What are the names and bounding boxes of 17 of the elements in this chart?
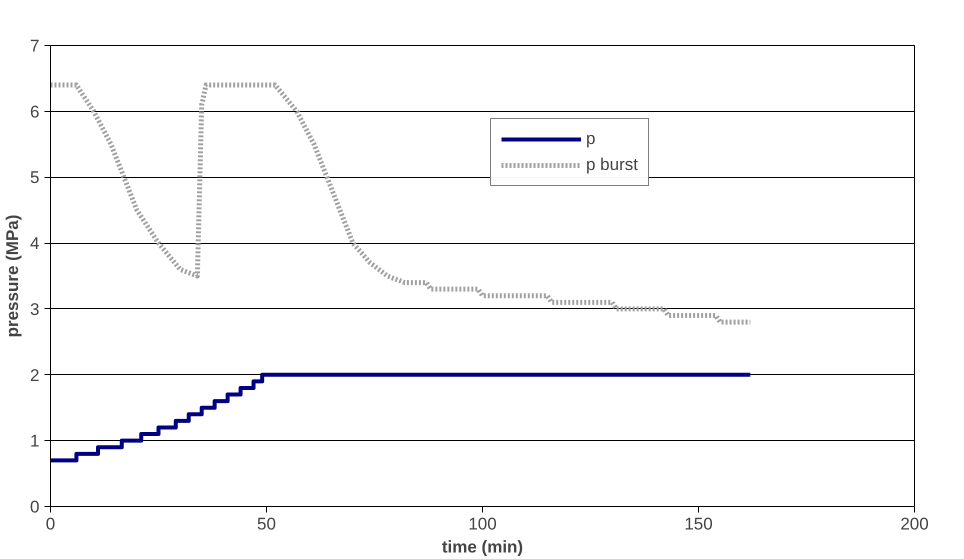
y-tick-label: 6 bbox=[30, 102, 40, 122]
y-tick-label: 2 bbox=[30, 366, 40, 385]
legend-label: p burst bbox=[586, 155, 638, 175]
x-axis-title: time (min) bbox=[442, 538, 524, 556]
x-tick-label: 150 bbox=[684, 514, 713, 534]
y-tick-label: 0 bbox=[30, 498, 40, 516]
legend-label: p bbox=[586, 129, 596, 149]
x-tick-label: 100 bbox=[468, 514, 497, 534]
x-tick-label: 0 bbox=[46, 514, 56, 534]
y-tick-label: 3 bbox=[30, 300, 40, 319]
y-tick-label: 1 bbox=[30, 432, 40, 451]
x-tick-label: 200 bbox=[900, 514, 929, 534]
y-axis-title: pressure (MPa) bbox=[3, 214, 22, 338]
y-tick-label: 4 bbox=[30, 234, 40, 254]
y-tick-label: 7 bbox=[30, 36, 40, 56]
x-tick-label: 50 bbox=[257, 514, 276, 534]
y-tick-label: 5 bbox=[30, 168, 40, 188]
